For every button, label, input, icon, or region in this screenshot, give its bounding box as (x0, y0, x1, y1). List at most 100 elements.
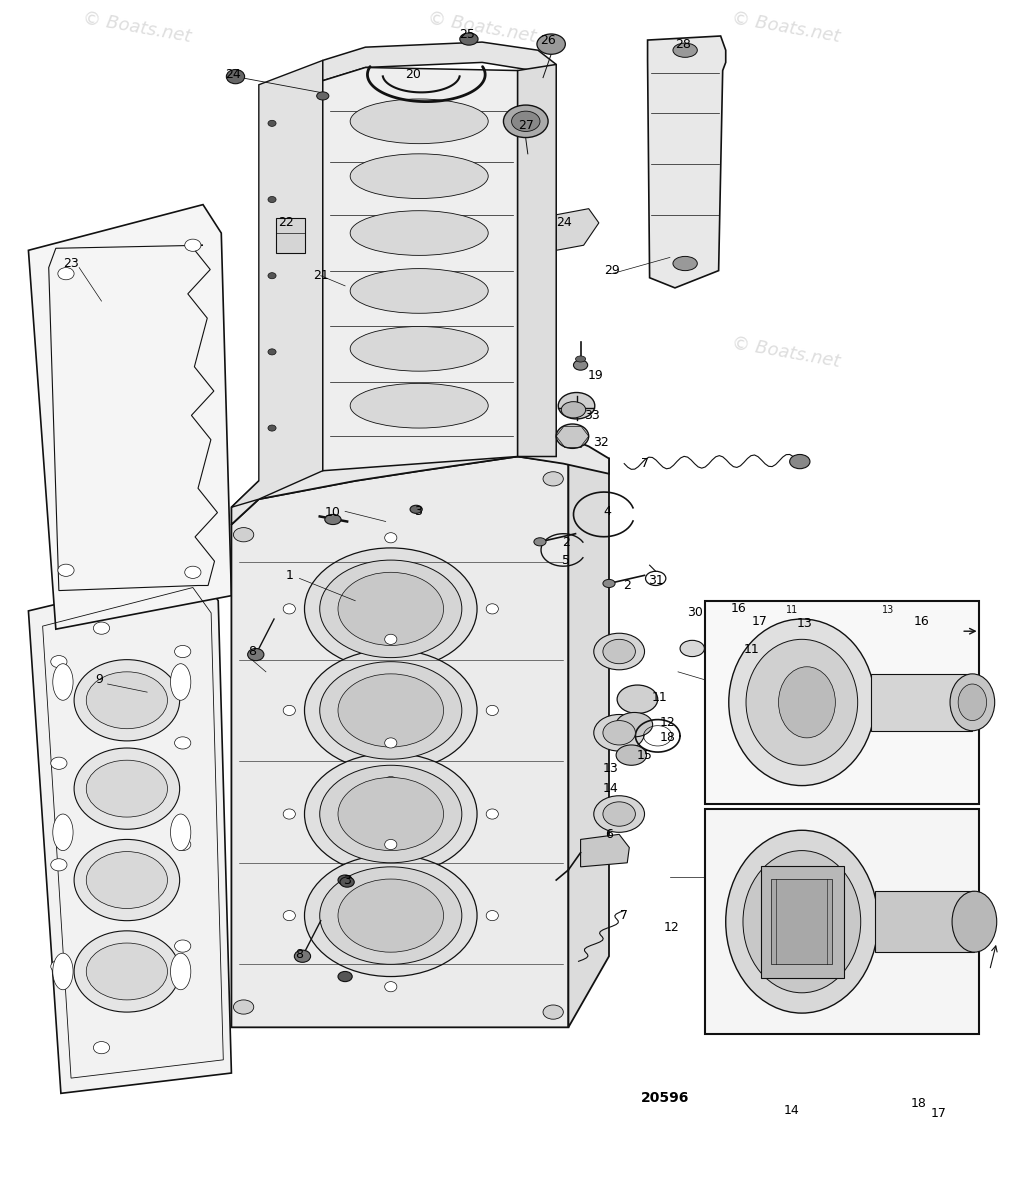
Text: © Boats.net: © Boats.net (81, 335, 193, 371)
Text: 9: 9 (95, 673, 104, 686)
Text: 18: 18 (660, 731, 676, 744)
Ellipse shape (51, 757, 67, 769)
Ellipse shape (338, 778, 444, 851)
Text: © Boats.net: © Boats.net (81, 863, 193, 899)
Text: © Boats.net: © Boats.net (731, 335, 842, 371)
Text: © Boats.net: © Boats.net (81, 10, 193, 46)
Ellipse shape (51, 859, 67, 871)
Ellipse shape (338, 674, 444, 746)
Ellipse shape (74, 748, 180, 829)
Ellipse shape (320, 766, 462, 863)
Ellipse shape (790, 455, 810, 469)
Text: 22: 22 (278, 216, 294, 229)
Ellipse shape (283, 706, 295, 715)
Text: 13: 13 (797, 617, 813, 630)
Text: 11: 11 (652, 691, 668, 703)
Ellipse shape (283, 809, 295, 820)
Ellipse shape (304, 854, 477, 977)
Ellipse shape (680, 641, 704, 656)
Ellipse shape (86, 943, 167, 1000)
Ellipse shape (175, 839, 191, 851)
Ellipse shape (93, 622, 110, 635)
Ellipse shape (53, 953, 73, 990)
Text: 20: 20 (405, 68, 421, 82)
Ellipse shape (283, 604, 295, 614)
Text: 17: 17 (751, 614, 767, 628)
Bar (871, 674, 972, 731)
Ellipse shape (952, 892, 997, 952)
Ellipse shape (486, 809, 498, 820)
Text: 15: 15 (636, 749, 653, 762)
Ellipse shape (950, 674, 995, 731)
Ellipse shape (558, 392, 595, 419)
Ellipse shape (603, 580, 615, 588)
Ellipse shape (317, 92, 329, 100)
Text: 5: 5 (562, 553, 570, 566)
Ellipse shape (74, 931, 180, 1012)
Ellipse shape (385, 533, 397, 542)
Ellipse shape (385, 982, 397, 991)
Ellipse shape (350, 383, 488, 428)
Ellipse shape (268, 197, 276, 203)
Polygon shape (648, 36, 726, 288)
Text: 14: 14 (784, 1104, 800, 1117)
Text: 18: 18 (910, 1097, 927, 1110)
Text: 20596: 20596 (640, 1092, 689, 1105)
Ellipse shape (268, 349, 276, 355)
Ellipse shape (673, 43, 697, 58)
Ellipse shape (320, 661, 462, 760)
Text: 8: 8 (248, 646, 256, 658)
Ellipse shape (233, 1000, 254, 1014)
Ellipse shape (673, 257, 697, 271)
Text: 12: 12 (660, 716, 676, 730)
Polygon shape (550, 209, 599, 251)
Ellipse shape (233, 528, 254, 542)
Polygon shape (518, 65, 556, 456)
Ellipse shape (58, 564, 74, 576)
Ellipse shape (543, 472, 563, 486)
Ellipse shape (486, 706, 498, 715)
Ellipse shape (779, 667, 835, 738)
Ellipse shape (86, 672, 167, 728)
Ellipse shape (53, 664, 73, 701)
Ellipse shape (573, 360, 588, 370)
Ellipse shape (594, 796, 645, 833)
Text: 16: 16 (731, 602, 747, 616)
Text: 2: 2 (623, 578, 631, 592)
Ellipse shape (603, 640, 635, 664)
Text: 13: 13 (882, 605, 894, 614)
Ellipse shape (248, 648, 264, 661)
Text: © Boats.net: © Boats.net (426, 335, 538, 371)
Ellipse shape (385, 776, 397, 787)
Text: 13: 13 (603, 762, 619, 775)
Ellipse shape (603, 720, 635, 745)
Ellipse shape (561, 402, 586, 418)
Ellipse shape (512, 112, 540, 132)
Ellipse shape (460, 32, 478, 46)
Ellipse shape (743, 851, 861, 992)
Ellipse shape (175, 940, 191, 952)
Text: 7: 7 (620, 910, 628, 922)
Ellipse shape (350, 211, 488, 256)
Ellipse shape (385, 674, 397, 685)
Ellipse shape (503, 106, 548, 138)
Text: 8: 8 (295, 948, 303, 961)
Bar (761, 866, 844, 978)
Text: 27: 27 (518, 119, 534, 132)
Text: 14: 14 (603, 782, 619, 796)
Text: 26: 26 (540, 34, 556, 47)
Bar (705, 809, 979, 1034)
Text: 33: 33 (584, 409, 600, 422)
Ellipse shape (175, 646, 191, 658)
Text: 28: 28 (675, 37, 691, 50)
Polygon shape (568, 458, 609, 1027)
Ellipse shape (175, 737, 191, 749)
Ellipse shape (385, 738, 397, 748)
Ellipse shape (283, 911, 295, 920)
Ellipse shape (729, 619, 875, 786)
Text: 24: 24 (556, 216, 572, 229)
Ellipse shape (338, 880, 444, 952)
Text: 7: 7 (640, 457, 649, 470)
Ellipse shape (304, 548, 477, 670)
Ellipse shape (74, 660, 180, 740)
